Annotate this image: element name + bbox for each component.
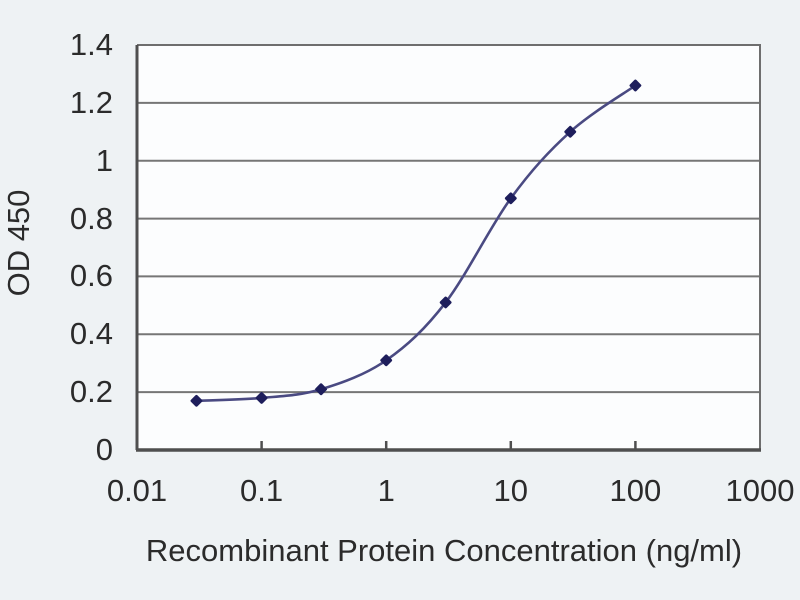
y-tick-label: 0.8 [69, 200, 113, 236]
y-tick-label: 0.2 [69, 374, 113, 410]
data-point-marker [190, 394, 203, 407]
x-tick-label: 10 [493, 473, 529, 508]
x-tick-label: 0.01 [106, 473, 168, 508]
data-point-marker [439, 296, 452, 309]
y-tick-label: 0 [95, 432, 113, 467]
data-point-marker [255, 392, 268, 404]
x-tick-label: 1000 [725, 473, 795, 508]
x-tick-label: 100 [609, 473, 662, 508]
data-point-marker [504, 192, 517, 205]
data-point-marker [564, 125, 577, 138]
x-tick-label: 1 [377, 473, 395, 508]
y-tick-label: 1.2 [69, 84, 113, 120]
plot-background [137, 45, 760, 450]
data-point-marker [315, 383, 327, 396]
x-tick-label: 0.1 [240, 473, 284, 508]
y-tick-label: 0.6 [69, 258, 113, 294]
data-line [196, 84, 637, 403]
y-tick-label: 0.4 [69, 316, 113, 352]
data-point-marker [629, 79, 642, 92]
data-point-marker [380, 354, 393, 367]
y-tick-label: 1.4 [69, 27, 113, 62]
x-axis-title: Recombinant Protein Concentration (ng/ml… [145, 533, 743, 568]
y-tick-label: 1 [95, 142, 113, 178]
plot-border [137, 44, 761, 450]
